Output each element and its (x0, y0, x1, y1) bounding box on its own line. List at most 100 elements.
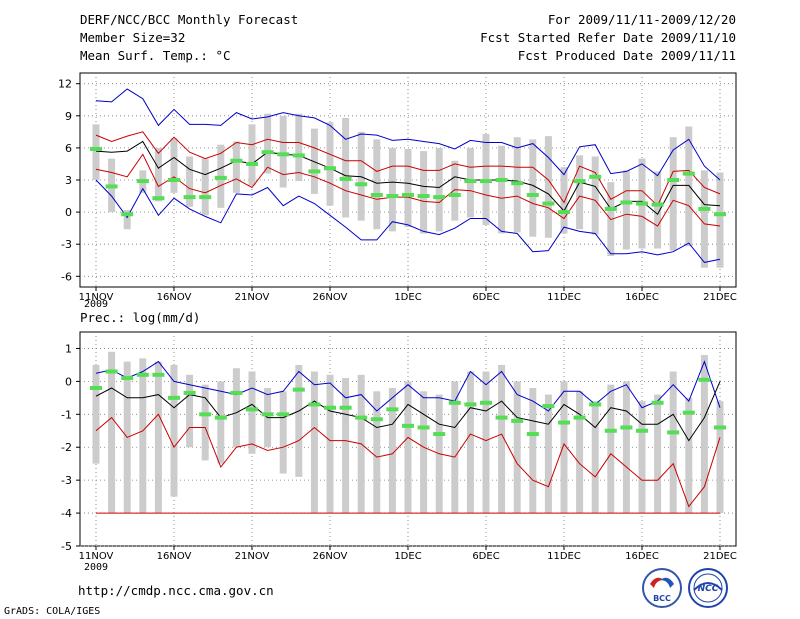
prec-ensemble-box (342, 378, 350, 514)
prec-ensemble-box (576, 391, 584, 514)
temp-xtick-label: 11NOV (79, 292, 114, 303)
prec-ensemble-box (373, 391, 381, 514)
precip-panel-title: Prec.: log(mm/d) (80, 310, 201, 325)
temp-observed-marker (199, 195, 212, 200)
prec-observed-marker (183, 390, 196, 395)
temp-observed-marker (324, 166, 336, 171)
temp-line-max (95, 88, 721, 181)
prec-ensemble-box (186, 374, 194, 448)
temp-ytick-label: -6 (61, 270, 72, 283)
temp-line-mean (95, 140, 721, 215)
temp-observed-marker (526, 192, 539, 197)
temp-ensemble-box (186, 156, 194, 207)
temp-line-min (95, 179, 721, 263)
temp-xtick-label: 16NOV (157, 292, 192, 303)
temp-observed-marker (277, 152, 290, 157)
temp-ensemble-box (326, 122, 334, 206)
temp-ensemble-box (529, 139, 537, 237)
temp-ensemble-box (388, 147, 396, 232)
year-label-bottom: 2009 (84, 562, 109, 573)
prec-ensemble-box (108, 351, 116, 514)
prec-xtick-label: 26NOV (313, 551, 348, 562)
temp-observed-marker (261, 150, 274, 155)
prec-ensemble-box (420, 391, 428, 514)
temp-ytick-label: -3 (61, 238, 72, 251)
temp-observed-marker (558, 210, 570, 215)
temp-ensemble-box (591, 156, 599, 235)
temp-observed-marker (386, 194, 399, 199)
prec-ensemble-box (607, 384, 615, 514)
temp-ytick-label: 12 (58, 78, 72, 91)
member-size: Member Size=32 (80, 30, 186, 45)
temp-observed-marker (636, 201, 648, 206)
prec-observed-marker (682, 410, 695, 415)
prec-ensemble-box (295, 364, 303, 477)
ncc-logo-text: NCC (698, 584, 719, 594)
temp-ytick-label: 9 (65, 110, 72, 123)
prec-ensemble-box (248, 371, 256, 454)
prec-xtick-label: 21DEC (703, 551, 737, 562)
prec-xtick-label: 16DEC (625, 551, 659, 562)
prec-ytick-label: 1 (65, 342, 72, 355)
prec-observed-marker (292, 387, 305, 392)
prec-ensemble-box (466, 371, 474, 514)
prec-observed-marker (168, 395, 180, 400)
prec-observed-marker (558, 420, 570, 425)
prec-ensemble-box (544, 394, 552, 514)
prec-observed-marker (604, 428, 617, 433)
chart-title: DERF/NCC/BCC Monthly Forecast (80, 12, 299, 27)
temp-ensemble-box (544, 136, 552, 238)
prec-ensemble-box (154, 361, 162, 514)
prec-ensemble-box (482, 371, 490, 514)
temp-ensemble-box (716, 172, 724, 268)
temp-ensemble-box (622, 170, 630, 250)
prec-observed-marker (339, 405, 352, 410)
prec-ytick-label: 0 (65, 375, 72, 388)
temp-observed-marker (714, 212, 726, 217)
temp-ensemble-box (560, 167, 568, 234)
grads-credit: GrADS: COLA/IGES (4, 606, 101, 617)
prec-xtick-label: 21NOV (235, 551, 270, 562)
temp-observed-marker (433, 195, 446, 200)
temp-ensemble-box (279, 115, 287, 188)
temp-observed-marker (604, 206, 617, 211)
prec-ytick-label: -3 (61, 474, 72, 487)
temp-observed-marker (620, 200, 633, 205)
temp-ensemble-box (123, 209, 131, 230)
prec-observed-marker (90, 385, 102, 390)
temp-line-upper (95, 131, 721, 207)
temp-observed-marker (651, 202, 664, 207)
prec-observed-marker (433, 432, 446, 437)
temp-ytick-label: 6 (65, 142, 72, 155)
temp-observed-marker (183, 195, 196, 200)
temp-observed-marker (339, 176, 352, 181)
temp-ensemble-box (700, 170, 708, 268)
prec-ensemble-box (217, 381, 225, 464)
temp-observed-marker (246, 161, 258, 166)
temp-ensemble-box (170, 138, 178, 193)
temp-ensemble-box (357, 131, 365, 221)
temp-ensemble-box (451, 160, 459, 221)
prec-observed-marker (417, 425, 430, 430)
temp-ensemble-box (264, 113, 272, 174)
temp-ensemble-box (498, 145, 506, 234)
temp-ensemble-box (576, 155, 584, 230)
prec-ensemble-box (669, 371, 677, 514)
bcc-logo: BCC (642, 568, 682, 608)
prec-observed-marker (199, 412, 212, 417)
temp-ytick-label: 3 (65, 174, 72, 187)
footer-url[interactable]: http://cmdp.ncc.cma.gov.cn (78, 583, 274, 598)
prec-observed-marker (636, 428, 648, 433)
prec-ensemble-box (685, 397, 693, 514)
prec-observed-marker (526, 432, 539, 437)
temperature-panel: 11NOV 16NOV 21NOV 26NOV 1DEC 6DEC 11DEC 16DEC 21… (58, 72, 737, 303)
temp-ensemble-box (669, 137, 677, 251)
temp-ensemble-box (404, 148, 412, 228)
prec-observed-marker (464, 402, 477, 407)
prec-ensemble-box (139, 358, 147, 514)
prec-observed-marker (261, 412, 274, 417)
temp-xtick-label: 21DEC (703, 292, 737, 303)
prec-observed-marker (246, 407, 258, 412)
temp-ensemble-box (373, 139, 381, 230)
